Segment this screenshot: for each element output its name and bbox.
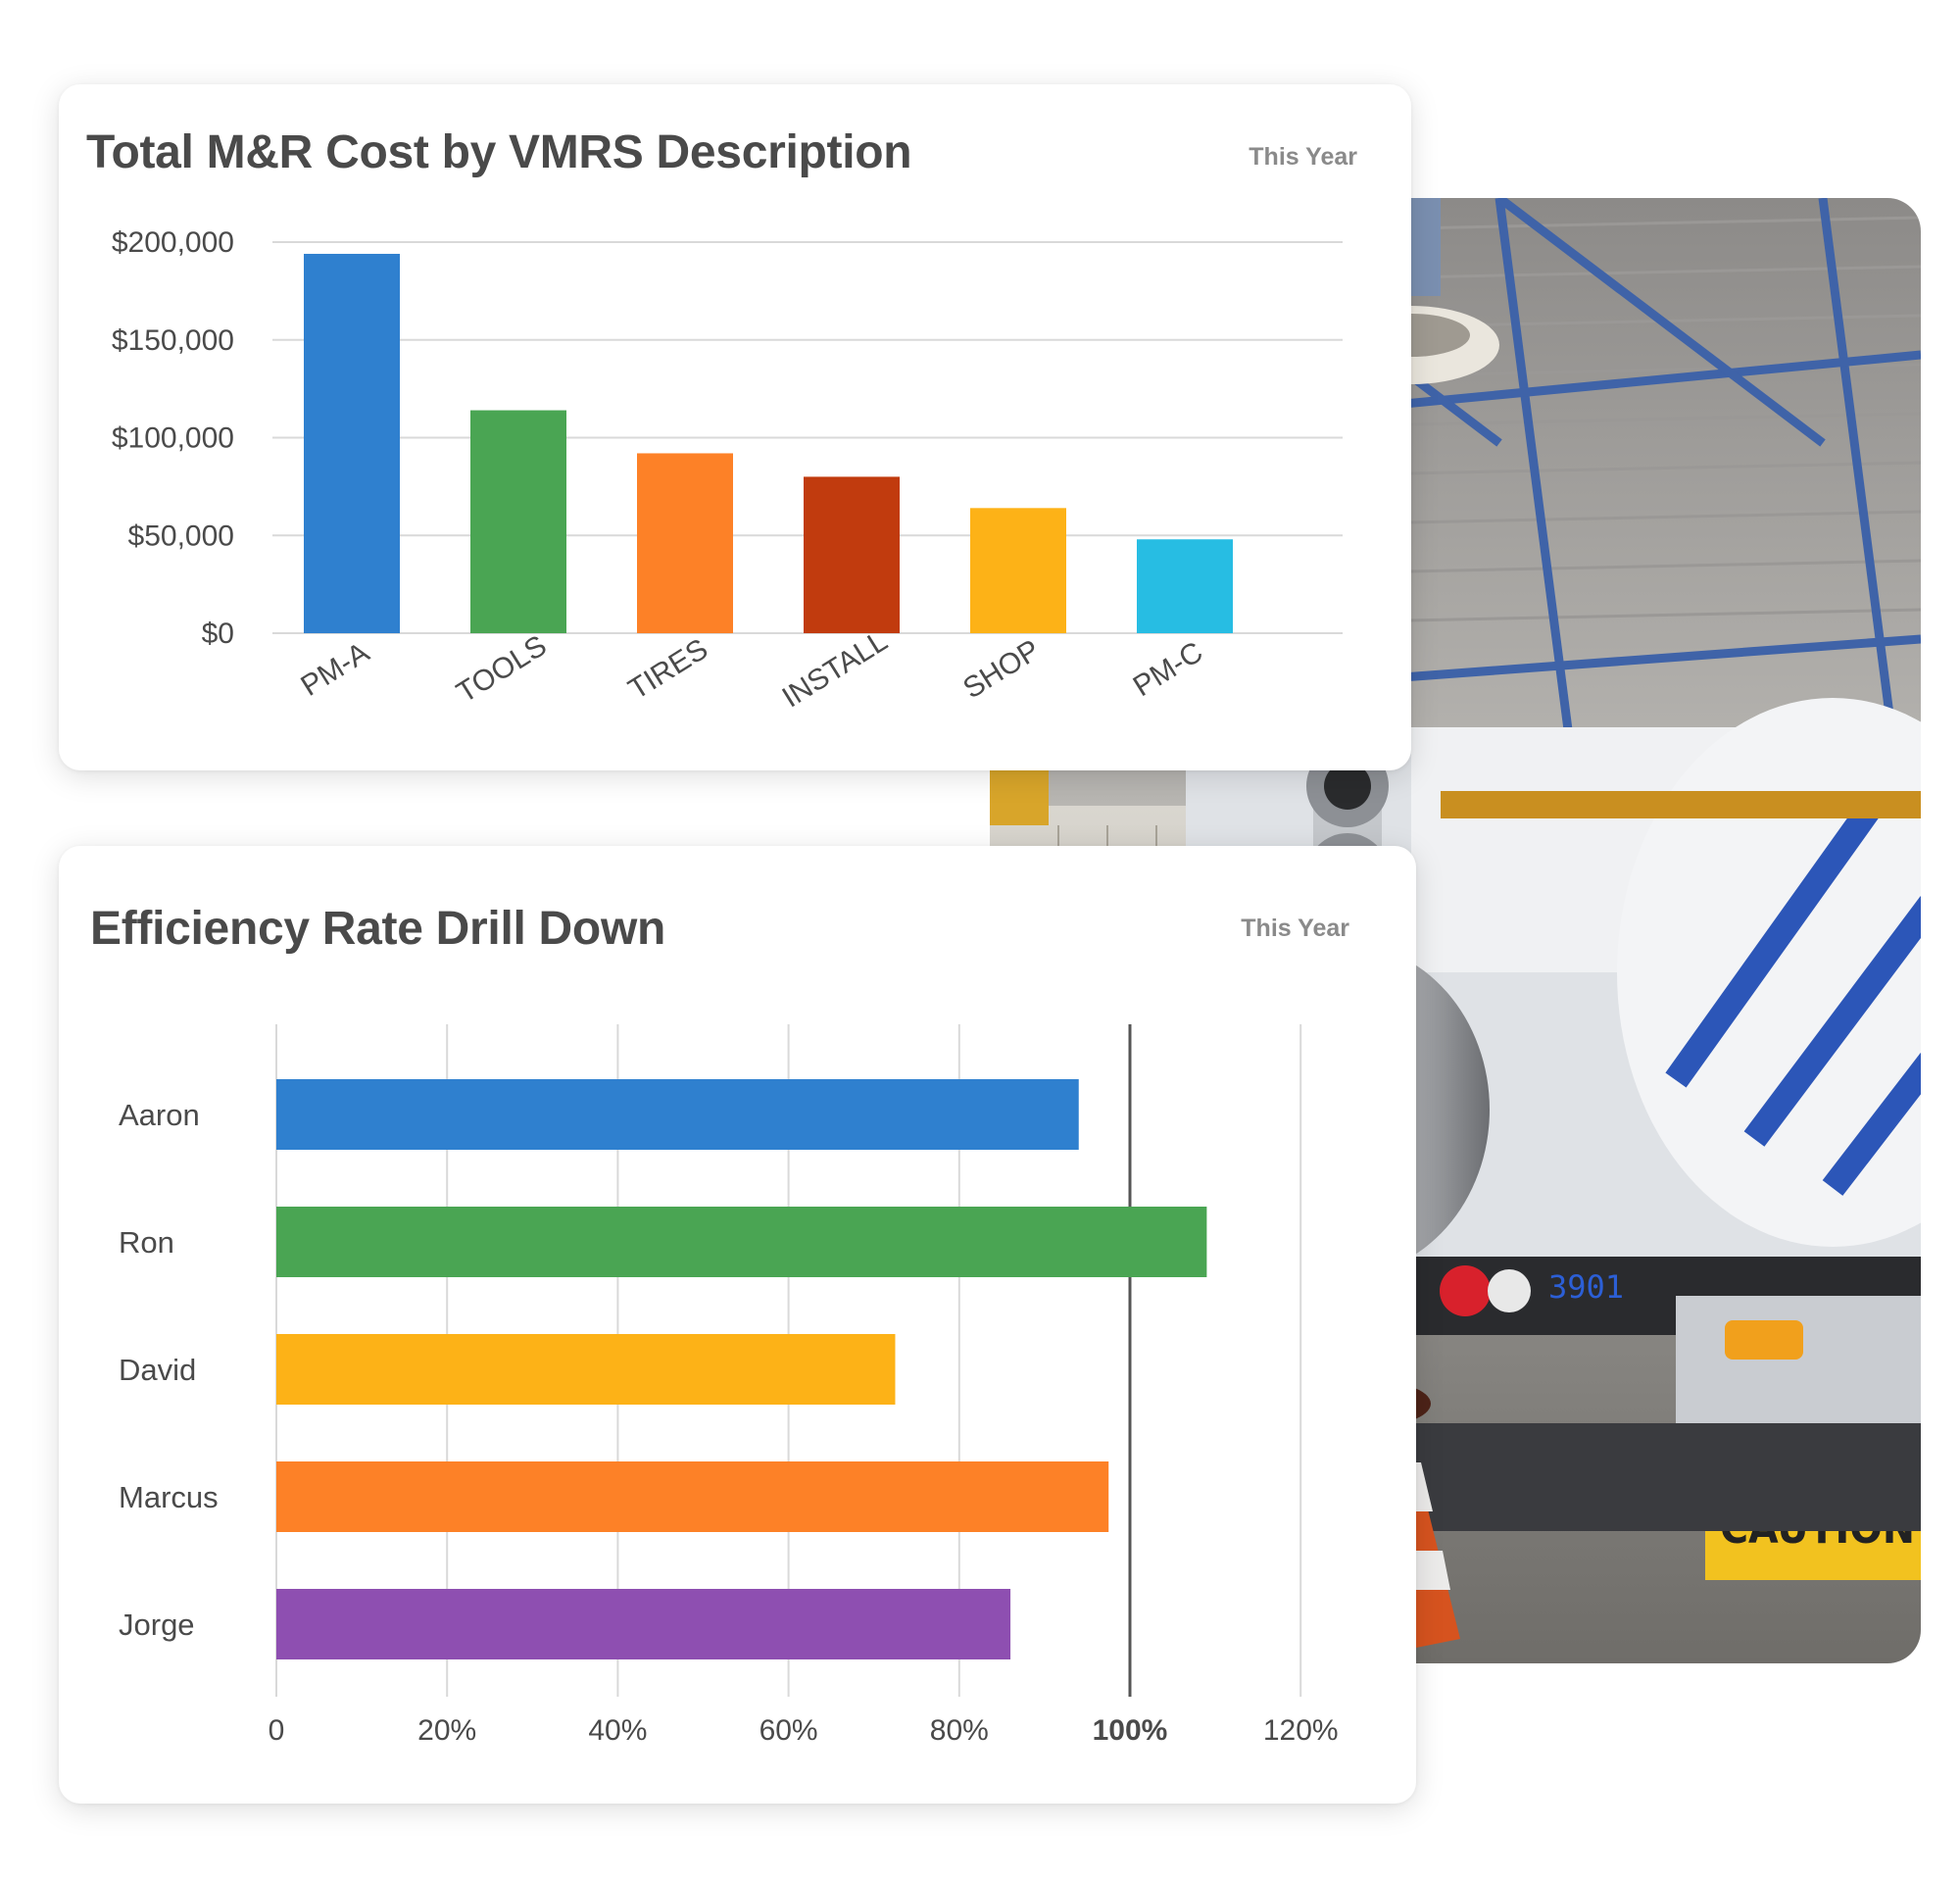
efficiency-y-tick-label: Marcus [119, 1480, 219, 1514]
cost-bar-pm-a[interactable] [304, 253, 400, 633]
efficiency-x-tick-label: 120% [1263, 1714, 1339, 1747]
cost-y-tick-label: $150,000 [112, 324, 234, 357]
cost-chart-title: Total M&R Cost by VMRS Description [86, 126, 912, 178]
efficiency-y-tick-label: David [119, 1353, 196, 1387]
cost-chart-card: Total M&R Cost by VMRS Description This … [59, 84, 1411, 770]
cost-bar-tires[interactable] [637, 453, 733, 633]
cost-x-tick-label: TIRES [623, 633, 713, 707]
efficiency-period-filter[interactable]: This Year [1241, 915, 1349, 942]
cost-y-tick-label: $200,000 [112, 226, 234, 259]
cost-x-tick-label: PM-A [295, 636, 374, 703]
efficiency-x-tick-label: 80% [930, 1714, 989, 1747]
efficiency-chart-card: Efficiency Rate Drill Down This Year 0 20… [59, 846, 1416, 1804]
efficiency-x-tick-label: 0 [269, 1714, 285, 1747]
efficiency-x-tick-label: 20% [417, 1714, 476, 1747]
cost-bar-chart: $0 $50,000 $100,000 $150,000 $200,000 PM-A TOO… [112, 226, 1343, 715]
cost-x-tick-label: SHOP [957, 633, 1046, 705]
efficiency-bar-ron[interactable] [276, 1207, 1207, 1277]
cost-y-tick-label: $50,000 [128, 519, 234, 552]
cost-y-tick-label: $100,000 [112, 422, 234, 455]
efficiency-x-tick-label: 60% [760, 1714, 818, 1747]
svg-text:3901: 3901 [1548, 1268, 1624, 1306]
efficiency-bar-jorge[interactable] [276, 1589, 1011, 1659]
cost-bar-shop[interactable] [970, 508, 1066, 633]
cost-x-tick-label: TOOLS [451, 629, 552, 710]
efficiency-x-tick-label: 100% [1093, 1714, 1168, 1747]
cost-x-tick-label: INSTALL [777, 624, 894, 714]
efficiency-y-tick-label: Aaron [119, 1098, 200, 1132]
cost-bar-tools[interactable] [470, 410, 566, 633]
efficiency-y-tick-label: Jorge [119, 1608, 195, 1642]
efficiency-chart-title: Efficiency Rate Drill Down [90, 903, 665, 955]
efficiency-x-tick-label: 40% [588, 1714, 647, 1747]
cost-bar-pm-c[interactable] [1137, 539, 1233, 633]
efficiency-bar-david[interactable] [276, 1334, 896, 1405]
efficiency-bar-aaron[interactable] [276, 1079, 1079, 1150]
cost-period-filter[interactable]: This Year [1249, 143, 1357, 171]
cost-bar-install[interactable] [804, 476, 900, 633]
efficiency-bar-marcus[interactable] [276, 1461, 1109, 1532]
efficiency-y-tick-label: Ron [119, 1225, 174, 1260]
efficiency-bar-chart: 0 20% 40% 60% 80% 100% 120% Aaron Ron David Marcus… [119, 1024, 1339, 1747]
cost-x-tick-label: PM-C [1128, 636, 1208, 704]
cost-y-tick-label: $0 [202, 618, 234, 650]
